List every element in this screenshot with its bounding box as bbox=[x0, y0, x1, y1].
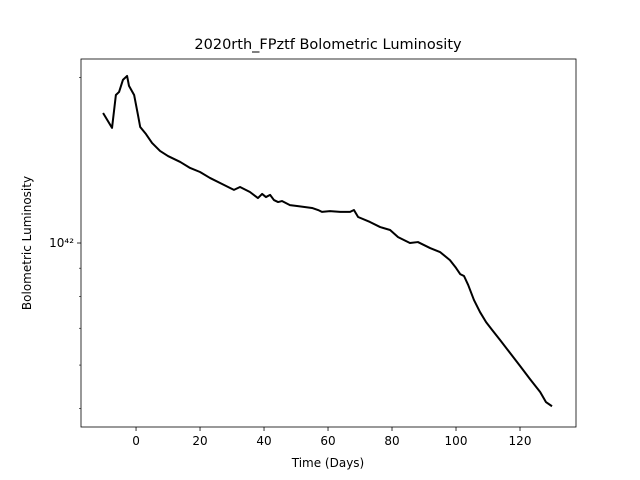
x-tick-label: 40 bbox=[256, 434, 271, 448]
x-tick-label: 60 bbox=[320, 434, 335, 448]
luminosity-line bbox=[102, 74, 553, 408]
x-tick-label: 20 bbox=[192, 434, 207, 448]
y-axis-label: Bolometric Luminosity bbox=[20, 176, 34, 310]
x-tick-label: 100 bbox=[445, 434, 468, 448]
x-tick-label: 0 bbox=[132, 434, 140, 448]
x-axis-label: Time (Days) bbox=[291, 456, 365, 470]
y-tick-label: 10⁴² bbox=[49, 236, 74, 250]
x-tick-label: 120 bbox=[509, 434, 532, 448]
chart-title: 2020rth_FPztf Bolometric Luminosity bbox=[194, 37, 462, 53]
x-tick-label: 80 bbox=[384, 434, 399, 448]
plot-frame bbox=[80, 58, 577, 428]
